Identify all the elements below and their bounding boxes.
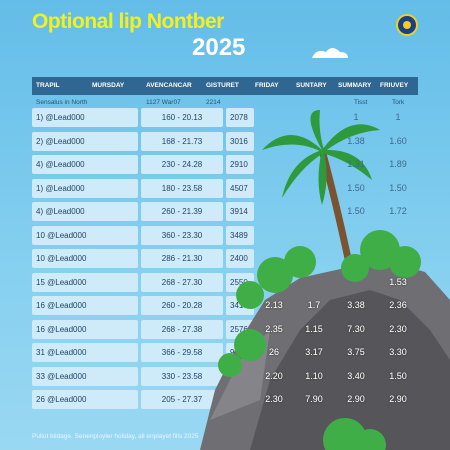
row-value: 1.15 [305, 323, 323, 334]
row-value: 1.31 [347, 159, 365, 169]
row-label: 2) @Lead000 [32, 131, 138, 151]
row-count: 4507 [226, 178, 254, 198]
row-value: 2.36 [389, 300, 407, 310]
row-label: 16 @Lead000 [32, 296, 138, 315]
column-header: FRIUVEY [380, 82, 409, 89]
row-value: 3.30 [389, 347, 407, 357]
column-header: TRAPIL [36, 82, 60, 89]
row-count: 2576 [226, 319, 254, 339]
column-header: AVENCANCAR [146, 82, 192, 89]
row-label: 10 @Lead000 [32, 249, 138, 268]
row-value: 7.30 [347, 323, 365, 334]
column-header: GISTURET [206, 82, 239, 89]
row-label: 16 @Lead000 [32, 319, 138, 339]
row-count: 3489 [226, 225, 254, 245]
row-value: 3.38 [347, 300, 365, 310]
row-value: 1.89 [389, 159, 407, 169]
subheader-cell: Sensalus in North [36, 99, 88, 106]
row-label: 33 @Lead000 [32, 366, 138, 386]
row-value: 2.90 [389, 394, 407, 404]
row-label: 1) @Lead000 [32, 178, 138, 198]
row-value: 1.7 [307, 300, 321, 310]
row-range: 230 - 24.28 [141, 155, 223, 174]
row-value: 1.53 [389, 276, 407, 287]
row-count: 3016 [226, 131, 254, 151]
column-header: MURSDAY [92, 82, 125, 89]
subheader-cell: 2214 [206, 99, 221, 106]
year: 2025 [192, 34, 246, 61]
column-header: FRIDAY [255, 82, 279, 89]
row-range: 360 - 23.30 [141, 225, 223, 245]
footnote: Pullot bildage. Senenployler holiday, al… [32, 433, 199, 440]
row-range: 160 - 20.13 [141, 108, 223, 127]
row-value: 1.50 [389, 182, 407, 193]
row-value: 2.35 [265, 323, 283, 334]
row-value: 1.50 [347, 182, 365, 193]
row-count: 2078 [226, 108, 254, 127]
row-value: 1.72 [389, 206, 407, 216]
column-header: SUNTARY [296, 82, 327, 89]
row-value: 2.90 [347, 394, 365, 404]
row-count: 2400 [226, 249, 254, 268]
row-value: 1.50 [389, 370, 407, 381]
row-value: 3.17 [305, 347, 323, 357]
row-range: 268 - 27.30 [141, 272, 223, 292]
row-count: 94 [226, 343, 254, 362]
row-count: 3914 [226, 202, 254, 221]
row-range: 268 - 27.38 [141, 319, 223, 339]
row-range: 260 - 20.28 [141, 296, 223, 315]
row-value: 3.75 [347, 347, 365, 357]
title: Optional lip Nontber [32, 10, 224, 33]
row-range: 260 - 21.39 [141, 202, 223, 221]
row-label: 15 @Lead000 [32, 272, 138, 292]
row-label: 31 @Lead000 [32, 343, 138, 362]
row-value: 1 [395, 112, 401, 122]
row-count: 2910 [226, 155, 254, 174]
row-value: 1 [353, 112, 359, 122]
row-label: 26 @Lead000 [32, 390, 138, 409]
row-value: 2.20 [265, 370, 283, 381]
row-label: 1) @Lead000 [32, 108, 138, 127]
row-value: 3.40 [347, 370, 365, 381]
subheader-cell: Tork [392, 99, 405, 106]
row-value: 1.50 [347, 206, 365, 216]
row-value: 2.30 [265, 394, 283, 404]
row-value: 2.30 [389, 323, 407, 334]
row-value: 1.10 [305, 370, 323, 381]
row-value: 1.60 [389, 135, 407, 146]
column-header: SUMMARY [338, 82, 372, 89]
subheader-cell: 1127 War07 [146, 99, 181, 106]
row-value: 7.90 [305, 394, 323, 404]
row-range: 330 - 23.58 [141, 366, 223, 386]
row-range: 286 - 21.30 [141, 249, 223, 268]
row-range: 205 - 27.37 [141, 390, 223, 409]
header-bar [32, 77, 418, 95]
row-range: 180 - 23.58 [141, 178, 223, 198]
row-label: 4) @Lead000 [32, 155, 138, 174]
row-range: 366 - 29.58 [141, 343, 223, 362]
row-range: 168 - 21.73 [141, 131, 223, 151]
row-value: 1.38 [347, 135, 365, 146]
row-count: 2125 [226, 366, 254, 386]
row-count: 3417 [226, 296, 254, 315]
row-label: 10 @Lead000 [32, 225, 138, 245]
row-value: 26 [268, 347, 279, 357]
row-count: 2550 [226, 272, 254, 292]
subheader-cell: Tisst [354, 99, 368, 106]
row-count: 7601 [226, 390, 254, 409]
row-value: 2.13 [265, 300, 283, 310]
row-label: 4) @Lead000 [32, 202, 138, 221]
